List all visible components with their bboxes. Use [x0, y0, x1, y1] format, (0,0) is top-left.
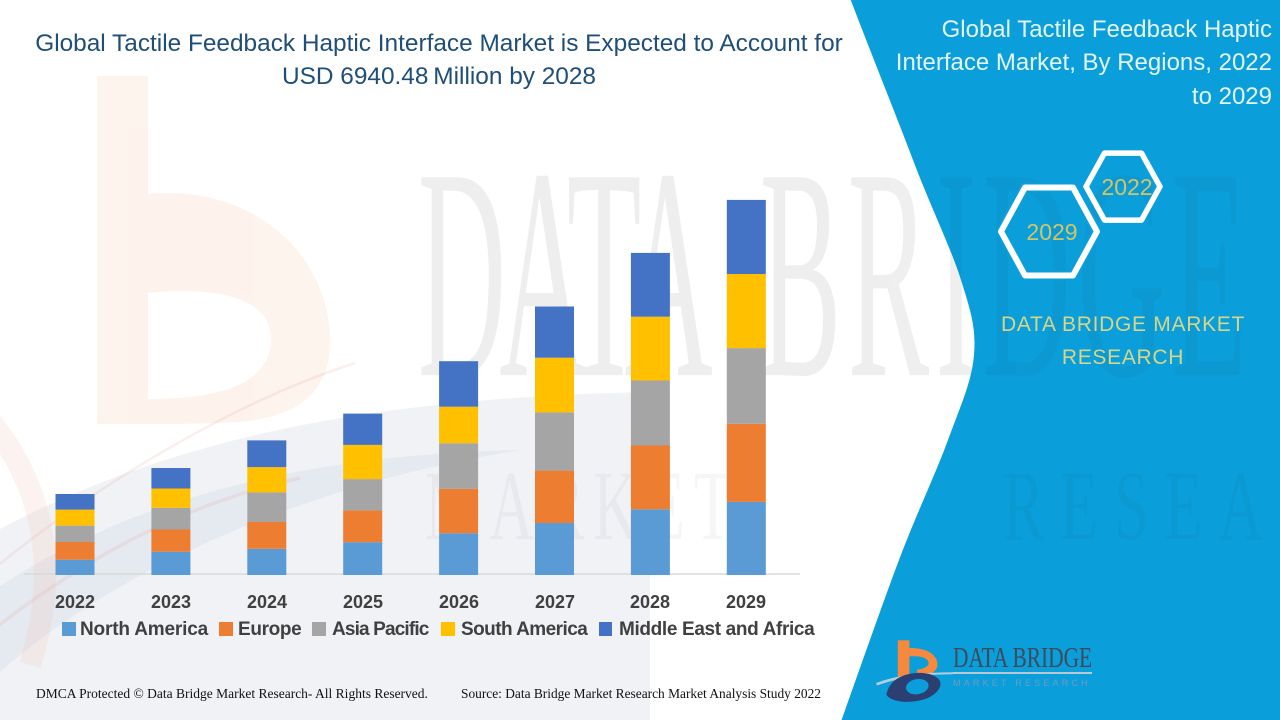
- svg-text:RESEARCH: RESEARCH: [1003, 450, 1280, 560]
